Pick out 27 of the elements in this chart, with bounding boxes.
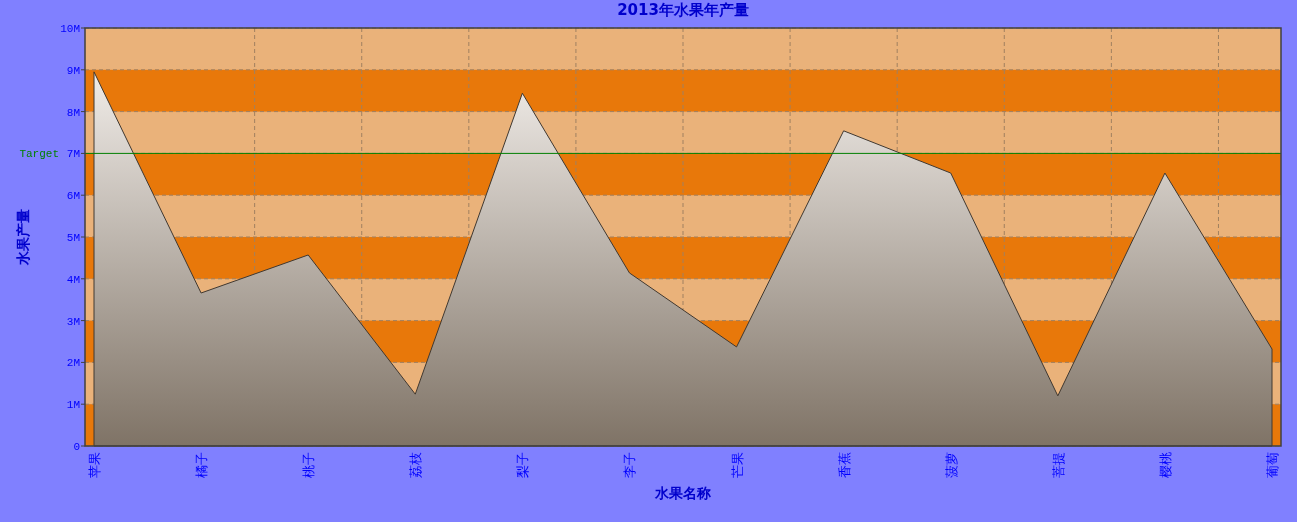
y-tick-label: 1M: [66, 399, 80, 412]
y-tick-label: 2M: [66, 357, 80, 370]
x-tick-label: 荔枝: [408, 452, 424, 478]
y-tick-label: 9M: [66, 64, 80, 77]
x-tick-label: 橘子: [194, 452, 210, 478]
y-tick-label: 0: [73, 441, 80, 453]
x-tick-label: 李子: [622, 452, 638, 478]
y-tick-label: 6M: [66, 190, 80, 203]
y-tick-label: 4M: [66, 273, 80, 286]
x-tick-label: 桃子: [301, 452, 317, 478]
x-tick-label: 芒果: [729, 452, 745, 478]
chart-title: 2013年水果年产量: [617, 1, 749, 19]
y-tick-label: 7M: [66, 148, 80, 161]
y-axis-title: 水果产量: [15, 209, 31, 266]
y-tick-label: 10M: [60, 23, 80, 35]
x-tick-label: 樱桃: [1157, 452, 1173, 478]
y-tick-label: 5M: [66, 232, 80, 244]
x-axis-title: 水果名称: [654, 485, 711, 501]
x-tick-label: 梨子: [515, 452, 531, 478]
x-tick-label: 菩提: [1050, 452, 1066, 478]
x-tick-label: 苹果: [87, 452, 102, 478]
y-tick-label: 3M: [66, 315, 80, 328]
x-tick-label: 葡萄: [1265, 452, 1280, 478]
x-tick-label: 菠萝: [943, 452, 959, 478]
ref-line-label: Target: [19, 148, 59, 161]
x-tick-label: 香蕉: [836, 452, 852, 478]
y-tick-label: 8M: [66, 106, 80, 119]
